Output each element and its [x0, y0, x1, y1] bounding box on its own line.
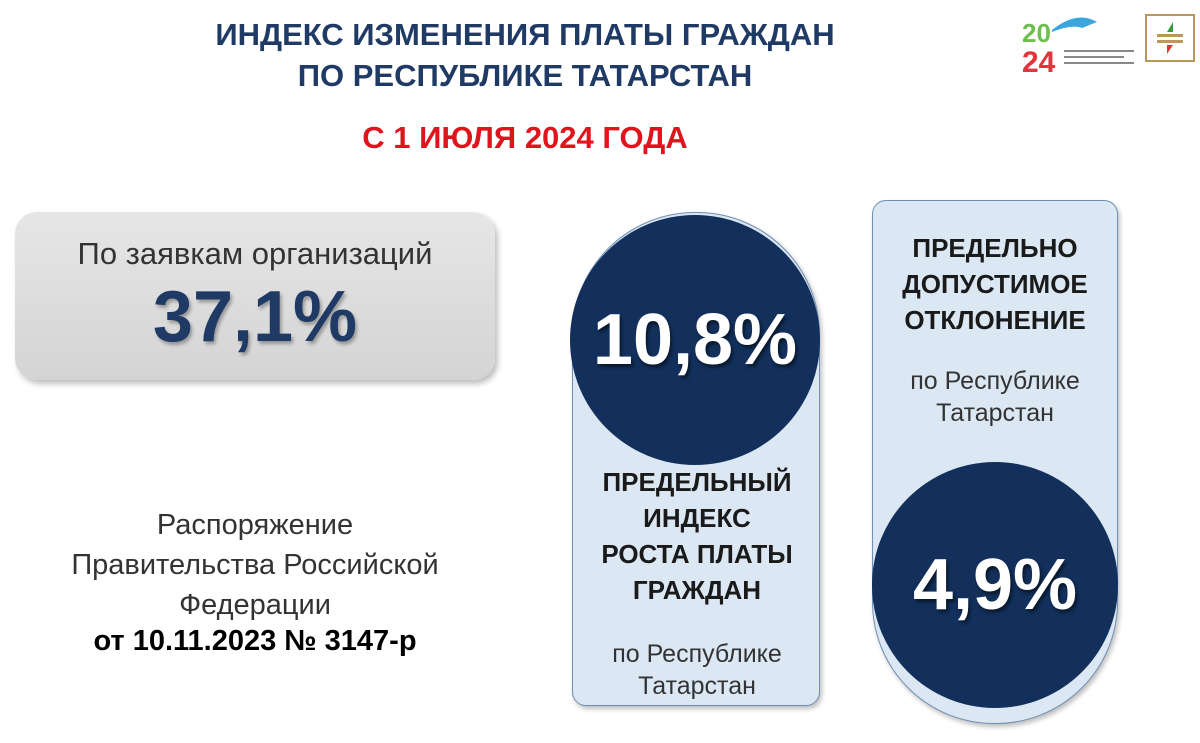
caption-line: ПРЕДЕЛЬНЫЙ [602, 467, 792, 497]
caption-line: ГРАЖДАН [632, 575, 762, 605]
caption-line: ПРЕДЕЛЬНО [912, 233, 1078, 263]
emblem-logo [1145, 14, 1195, 62]
page-title: ИНДЕКС ИЗМЕНЕНИЯ ПЛАТЫ ГРАЖДАН ПО РЕСПУБ… [100, 14, 950, 96]
index-circle: 10,8% [570, 215, 820, 465]
applications-value: 37,1% [152, 277, 358, 357]
svg-text:20: 20 [1022, 18, 1051, 48]
caption-line: ИНДЕКС [643, 503, 751, 533]
deviation-circle: 4,9% [872, 462, 1118, 708]
region-line: Татарстан [936, 399, 1054, 427]
decree-line: Федерации [179, 589, 331, 621]
applications-box: По заявкам организаций 37,1% [15, 212, 495, 380]
year-2024-logo: 20 24 [1022, 10, 1142, 79]
region-line: по Республике [612, 640, 782, 668]
decree-line: Распоряжение [156, 509, 354, 541]
decree-line: Правительства Российской [71, 549, 439, 581]
page-subtitle: С 1 ИЮЛЯ 2024 ГОДА [362, 120, 688, 155]
index-region: по Республике Татарстан [572, 638, 822, 702]
title-line-1: ИНДЕКС ИЗМЕНЕНИЯ ПЛАТЫ ГРАЖДАН [215, 17, 835, 52]
decree-text: Распоряжение Правительства Российской Фе… [20, 505, 490, 661]
svg-text:24: 24 [1022, 46, 1056, 75]
deviation-value: 4,9% [912, 545, 1078, 625]
caption-line: ДОПУСТИМОЕ [902, 269, 1088, 299]
region-line: по Республике [910, 367, 1080, 395]
region-line: Татарстан [638, 672, 756, 700]
index-caption: ПРЕДЕЛЬНЫЙ ИНДЕКС РОСТА ПЛАТЫ ГРАЖДАН [572, 464, 822, 608]
applications-label: По заявкам организаций [77, 236, 433, 271]
index-value: 10,8% [592, 300, 798, 380]
deviation-region: по Республике Татарстан [872, 365, 1118, 429]
caption-line: РОСТА ПЛАТЫ [601, 539, 793, 569]
decree-number: от 10.11.2023 № 3147-р [93, 625, 417, 657]
title-line-2: ПО РЕСПУБЛИКЕ ТАТАРСТАН [297, 58, 753, 93]
caption-line: ОТКЛОНЕНИЕ [904, 305, 1086, 335]
deviation-caption: ПРЕДЕЛЬНО ДОПУСТИМОЕ ОТКЛОНЕНИЕ [872, 230, 1118, 338]
